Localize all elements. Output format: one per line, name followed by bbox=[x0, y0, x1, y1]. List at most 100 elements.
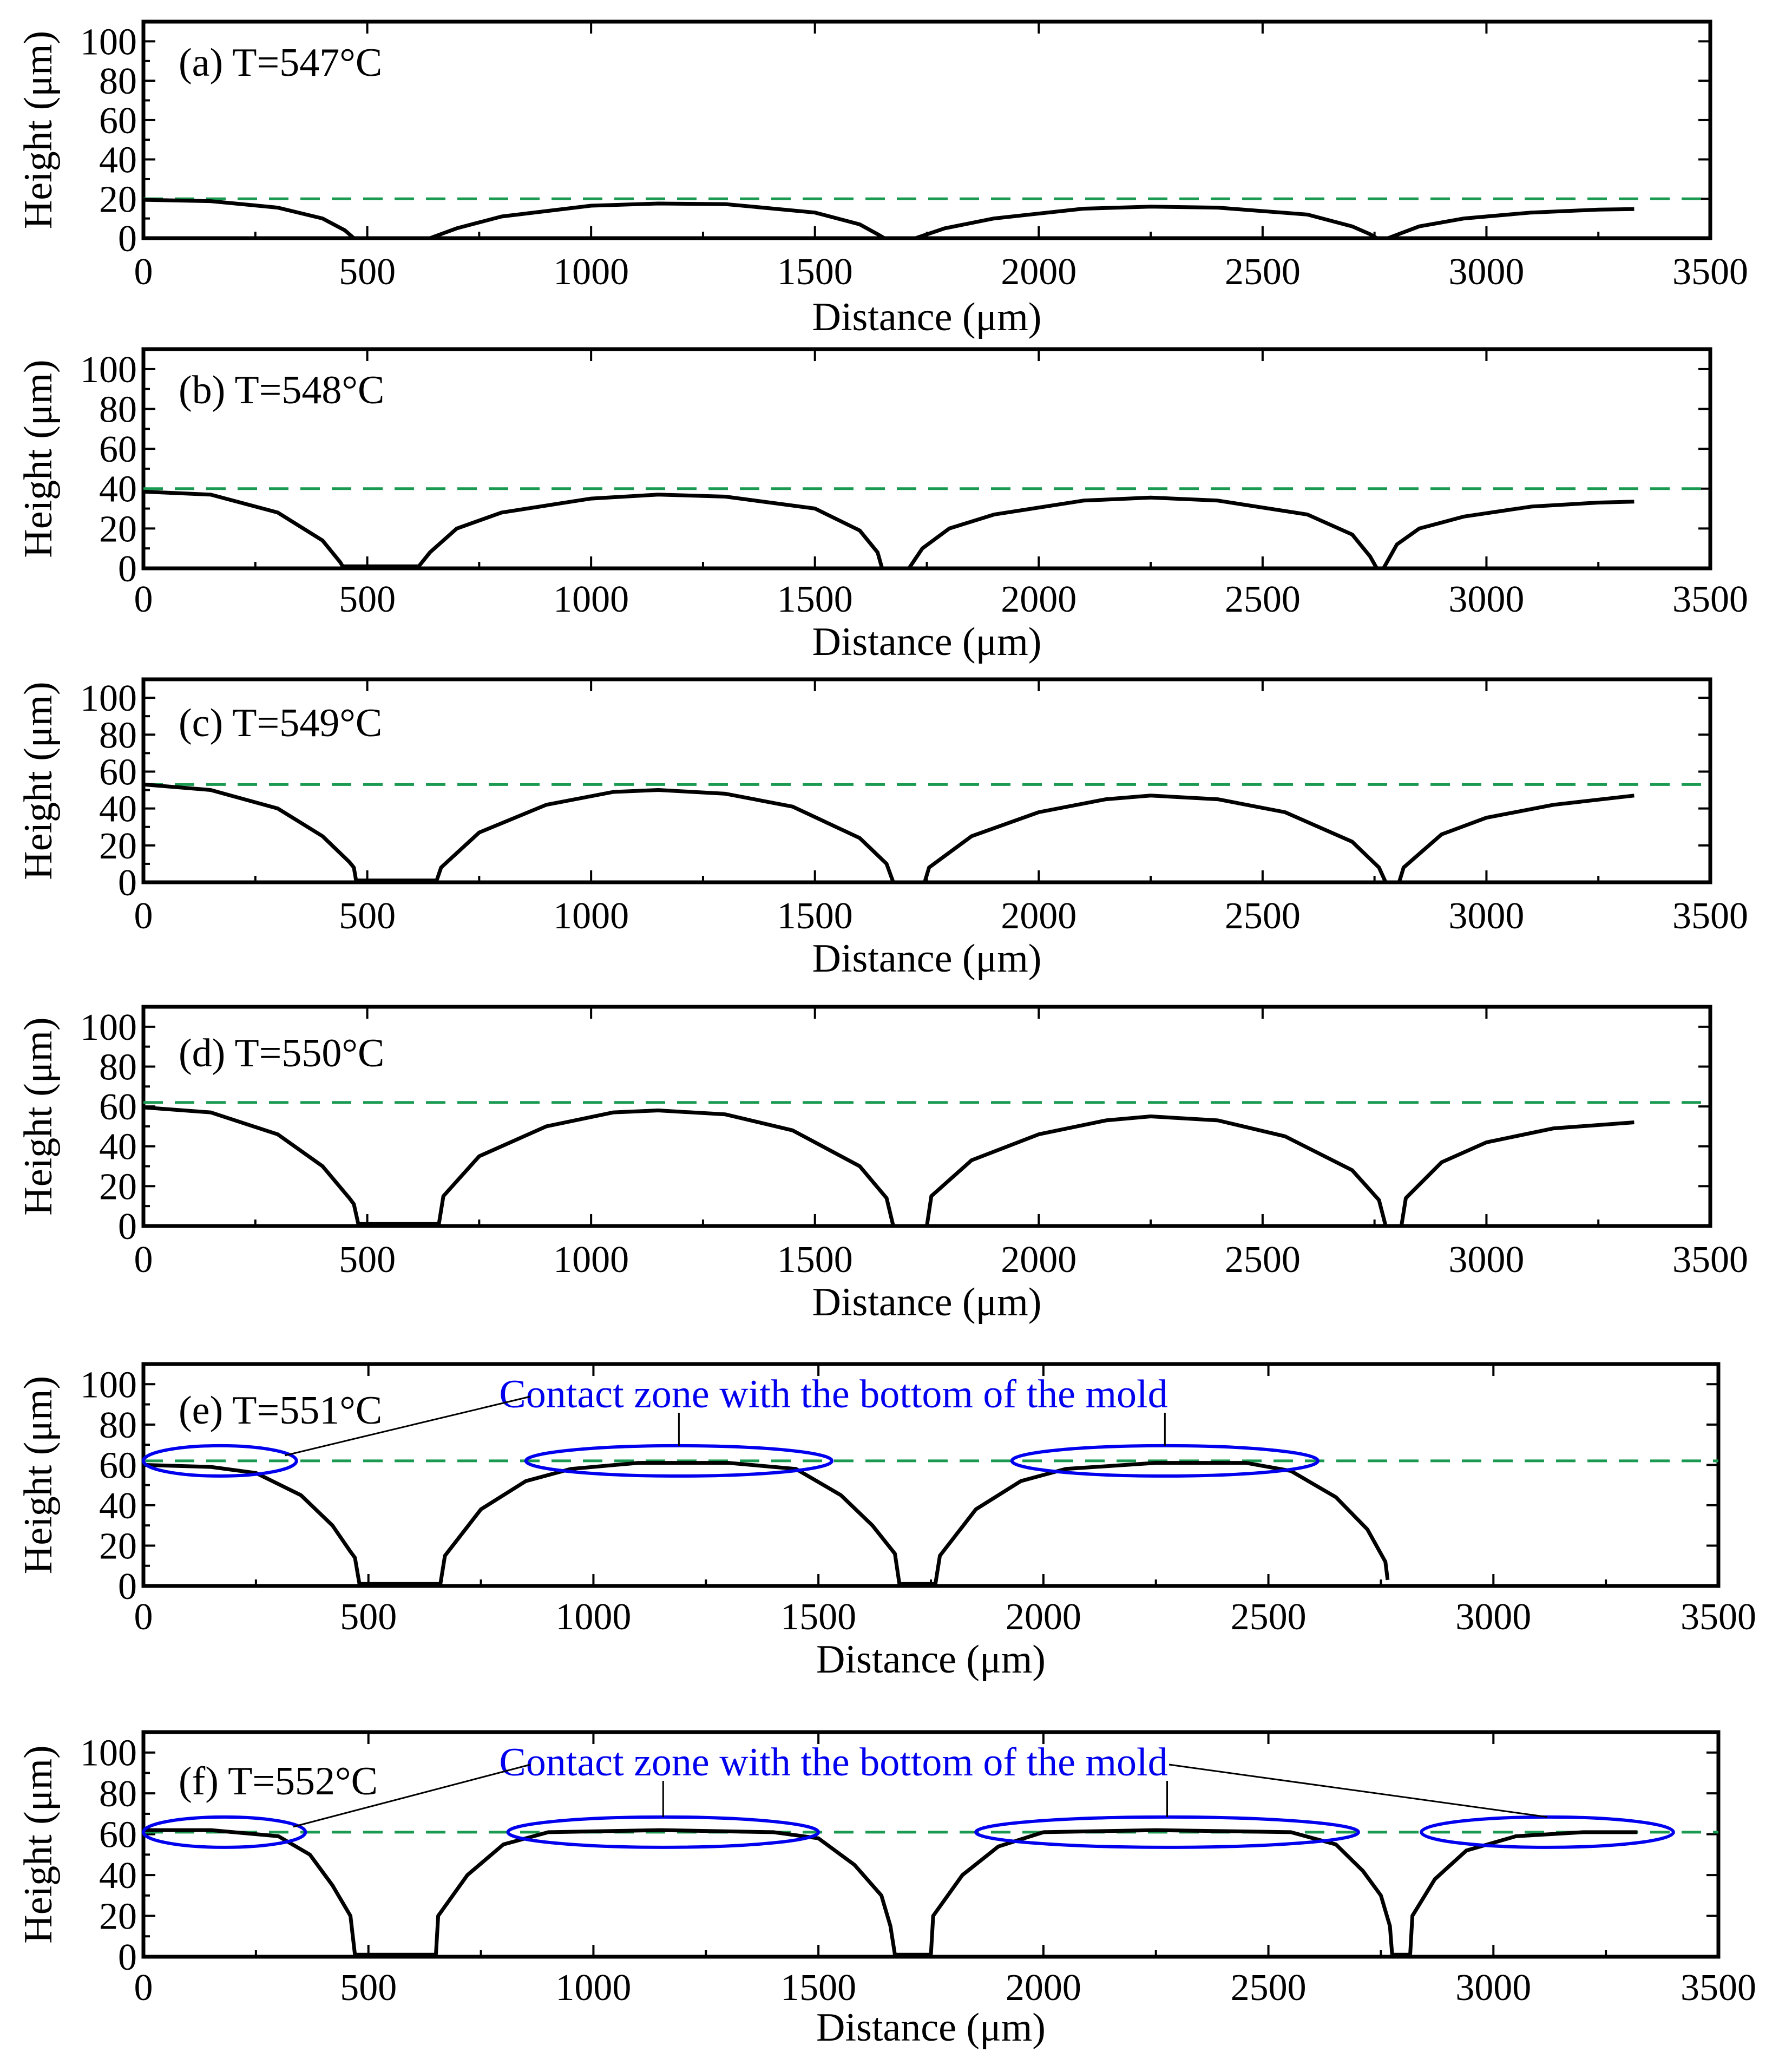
y-tick-label: 40 bbox=[99, 140, 137, 181]
x-tick-label: 0 bbox=[134, 895, 153, 937]
x-tick-label: 1000 bbox=[553, 251, 629, 293]
profile-cap-3 bbox=[907, 495, 1379, 569]
x-tick-label: 3000 bbox=[1448, 579, 1524, 620]
x-axis-label: Distance (μm) bbox=[816, 1637, 1046, 1682]
y-tick-label: 100 bbox=[80, 678, 137, 719]
x-tick-label: 500 bbox=[339, 579, 396, 620]
y-tick-label: 0 bbox=[118, 1206, 137, 1248]
x-tick-label: 2500 bbox=[1225, 895, 1301, 937]
profile-cap-2 bbox=[438, 1461, 902, 1584]
y-tick-label: 40 bbox=[99, 1485, 137, 1527]
panel-3: 0 500 1000 1500 2000 2500 3000 3500020406080100… bbox=[16, 677, 1748, 981]
y-tick-label: 0 bbox=[118, 862, 137, 904]
profile-cap-1 bbox=[143, 1463, 362, 1584]
profile-cap-1 bbox=[143, 198, 356, 240]
y-axis-label: Height (μm) bbox=[16, 359, 61, 558]
y-tick-label: 20 bbox=[99, 825, 137, 867]
contact-zone-ellipse bbox=[142, 1815, 307, 1849]
y-axis-label: Height (μm) bbox=[16, 31, 61, 229]
x-tick-label: 3000 bbox=[1448, 251, 1524, 293]
y-tick-label: 20 bbox=[99, 1896, 137, 1938]
y-axis-label: Height (μm) bbox=[16, 1745, 61, 1943]
y-tick-label: 0 bbox=[118, 548, 137, 590]
annotation-leader bbox=[293, 1763, 531, 1828]
x-tick-label: 0 bbox=[134, 1596, 153, 1638]
y-tick-label: 100 bbox=[80, 1007, 137, 1048]
x-tick-label: 2000 bbox=[1001, 895, 1076, 937]
x-tick-label: 2500 bbox=[1231, 1596, 1307, 1638]
y-tick-label: 20 bbox=[99, 508, 137, 550]
y-tick-label: 20 bbox=[99, 179, 137, 220]
y-tick-label: 60 bbox=[99, 1086, 137, 1128]
x-axis-label: Distance (μm) bbox=[816, 2005, 1046, 2050]
x-axis-label: Distance (μm) bbox=[812, 620, 1042, 664]
y-axis-label: Height (μm) bbox=[16, 681, 61, 880]
y-tick-label: 80 bbox=[99, 61, 137, 102]
x-tick-label: 2000 bbox=[1006, 1596, 1081, 1638]
x-tick-label: 1500 bbox=[780, 1596, 856, 1638]
y-tick-label: 20 bbox=[99, 1166, 137, 1208]
x-tick-label: 3500 bbox=[1672, 579, 1748, 620]
x-tick-label: 3500 bbox=[1681, 1967, 1756, 2009]
profile-cap-1 bbox=[143, 782, 358, 881]
x-axis-label: Distance (μm) bbox=[812, 1280, 1042, 1325]
y-tick-label: 20 bbox=[99, 1525, 137, 1567]
panel-label: (d) T=550°C bbox=[179, 1031, 384, 1076]
y-tick-label: 60 bbox=[99, 1445, 137, 1486]
x-tick-label: 3500 bbox=[1681, 1596, 1756, 1638]
x-tick-label: 2500 bbox=[1225, 579, 1301, 620]
panel-1: 0 500 1000 1500 2000 2500 3000 3500020406080100… bbox=[16, 19, 1748, 339]
y-tick-label: 100 bbox=[80, 349, 137, 391]
x-tick-label: 3000 bbox=[1448, 1239, 1524, 1281]
x-tick-label: 1500 bbox=[777, 251, 853, 293]
x-tick-label: 2500 bbox=[1225, 1239, 1301, 1281]
annotation-leader bbox=[285, 1395, 531, 1457]
x-tick-label: 3500 bbox=[1672, 251, 1748, 293]
panel-5: 0 500 1000 1500 2000 2500 3000 3500020406080100… bbox=[16, 1362, 1756, 1682]
profile-cap-4 bbox=[1397, 794, 1635, 883]
panel-4: 0 500 1000 1500 2000 2500 3000 3500020406080100… bbox=[16, 1005, 1748, 1325]
contact-zone-annotation: Contact zone with the bottom of the mold bbox=[499, 1740, 1167, 1785]
x-tick-label: 1000 bbox=[555, 1967, 631, 2009]
x-tick-label: 500 bbox=[340, 1967, 397, 2009]
y-tick-label: 0 bbox=[118, 218, 137, 260]
y-tick-label: 100 bbox=[80, 1364, 137, 1406]
x-tick-label: 3000 bbox=[1448, 895, 1524, 937]
y-tick-label: 100 bbox=[80, 21, 137, 63]
profile-cap-1 bbox=[143, 1105, 360, 1225]
contact-zone-ellipse bbox=[142, 1444, 298, 1478]
profile-cap-2 bbox=[434, 1828, 897, 1955]
panel-label: (e) T=551°C bbox=[179, 1388, 382, 1433]
y-axis-label: Height (μm) bbox=[16, 1017, 61, 1215]
x-tick-label: 3500 bbox=[1672, 895, 1748, 937]
profile-cap-3 bbox=[923, 794, 1388, 883]
x-tick-label: 1000 bbox=[553, 895, 629, 937]
x-axis-label: Distance (μm) bbox=[812, 936, 1042, 981]
profile-cap-3 bbox=[915, 205, 1378, 240]
x-tick-label: 0 bbox=[134, 1239, 153, 1281]
profile-cap-3 bbox=[925, 1114, 1388, 1227]
panel-label: (b) T=548°C bbox=[179, 368, 384, 412]
y-tick-label: 80 bbox=[99, 1046, 137, 1088]
y-tick-label: 80 bbox=[99, 1773, 137, 1815]
x-tick-label: 2500 bbox=[1225, 251, 1301, 293]
x-tick-label: 500 bbox=[339, 1239, 396, 1281]
y-tick-label: 40 bbox=[99, 1126, 137, 1168]
x-tick-label: 3000 bbox=[1455, 1596, 1531, 1638]
profile-cap-4 bbox=[1399, 1120, 1635, 1227]
x-tick-label: 1500 bbox=[777, 895, 853, 937]
y-tick-label: 0 bbox=[118, 1937, 137, 1978]
y-tick-label: 40 bbox=[99, 1855, 137, 1897]
y-tick-label: 0 bbox=[118, 1566, 137, 1608]
x-tick-label: 3500 bbox=[1672, 1239, 1748, 1281]
x-tick-label: 500 bbox=[340, 1596, 397, 1638]
profile-cap-4 bbox=[1382, 500, 1635, 569]
x-tick-label: 1500 bbox=[777, 579, 853, 620]
panel-2: 0 500 1000 1500 2000 2500 3000 3500020406080100… bbox=[16, 347, 1748, 664]
x-tick-label: 1000 bbox=[553, 1239, 629, 1281]
y-tick-label: 60 bbox=[99, 1814, 137, 1856]
x-tick-label: 2500 bbox=[1231, 1967, 1307, 2009]
profile-cap-3 bbox=[929, 1828, 1394, 1955]
panel-6: 0 500 1000 1500 2000 2500 3000 3500020406080100… bbox=[16, 1730, 1756, 2050]
